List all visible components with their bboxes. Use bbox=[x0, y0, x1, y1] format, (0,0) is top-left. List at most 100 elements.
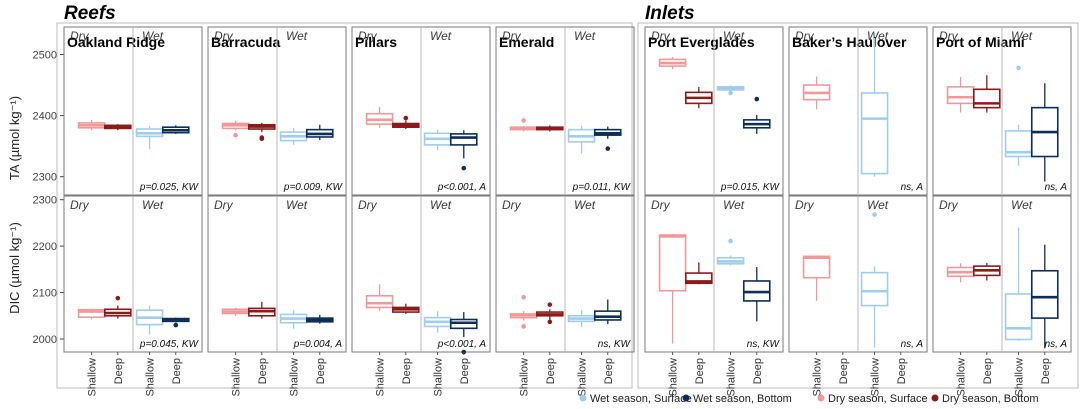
y-tick-label: 2500 bbox=[33, 49, 57, 61]
x-tick-label: Deep bbox=[694, 358, 706, 384]
box-baker-s-haulover-dic-0 bbox=[802, 255, 831, 301]
outlier-point bbox=[521, 118, 526, 123]
stat-annotation: p=0.045, KW bbox=[139, 339, 200, 350]
x-tick-label: Deep bbox=[459, 358, 471, 384]
box-pillars-ta-3 bbox=[449, 130, 478, 171]
box-port-everglades-ta-0 bbox=[658, 56, 687, 70]
box-emerald-dic-1 bbox=[536, 302, 564, 325]
season-label-dry: Dry bbox=[358, 198, 378, 212]
box-body bbox=[1004, 293, 1033, 341]
outlier-point bbox=[728, 238, 733, 244]
box-barracuda-dic-2 bbox=[279, 310, 308, 329]
box-port-everglades-ta-1 bbox=[685, 86, 713, 109]
box-port-of-miami-dic-0 bbox=[946, 263, 975, 283]
season-label-dry: Dry bbox=[795, 198, 815, 212]
box-emerald-ta-3 bbox=[593, 126, 622, 151]
box-port-everglades-dic-2 bbox=[716, 238, 745, 266]
outlier-point bbox=[233, 132, 238, 138]
box-pillars-dic-1 bbox=[392, 303, 420, 314]
box-barracuda-dic-3 bbox=[305, 314, 334, 324]
box-emerald-ta-2 bbox=[567, 125, 596, 154]
season-label-wet: Wet bbox=[574, 29, 596, 43]
site-title-baker-s-haulover: Baker’s Haulover bbox=[792, 34, 907, 50]
season-label-dry: Dry bbox=[214, 29, 234, 43]
outlier-point bbox=[728, 90, 733, 96]
season-label-dry: Dry bbox=[358, 29, 378, 43]
x-tick-label: Shallow bbox=[519, 358, 531, 397]
inlets-group-frame bbox=[637, 22, 1079, 389]
season-label-dry: Dry bbox=[70, 198, 90, 212]
season-label-dry: Dry bbox=[651, 29, 671, 43]
season-label-dry: Dry bbox=[939, 198, 959, 212]
box-oakland-ridge-dic-3 bbox=[161, 317, 190, 328]
box-oakland-ridge-dic-1 bbox=[104, 295, 132, 319]
box-body bbox=[365, 295, 394, 309]
season-label-dry: Dry bbox=[70, 29, 90, 43]
box-barracuda-ta-0 bbox=[221, 121, 250, 138]
outlier-point bbox=[1016, 65, 1021, 71]
outlier-point bbox=[605, 146, 611, 151]
y-axis-label-ta: TA (µmol kg⁻¹) bbox=[7, 96, 22, 180]
box-barracuda-ta-1 bbox=[248, 122, 276, 142]
legend-item-wet-season-surface: Wet season, Surface bbox=[579, 393, 692, 405]
site-title-port-of-miami: Port of Miami bbox=[936, 34, 1025, 50]
box-pillars-ta-0 bbox=[365, 107, 394, 128]
box-oakland-ridge-ta-3 bbox=[161, 125, 190, 134]
stat-annotation: p=0.015, KW bbox=[720, 182, 781, 193]
stat-annotation: ns, KW bbox=[747, 339, 781, 350]
stat-annotation: ns, A bbox=[901, 339, 924, 350]
box-baker-s-haulover-ta-2 bbox=[860, 37, 889, 177]
site-title-emerald: Emerald bbox=[499, 34, 554, 50]
season-label-wet: Wet bbox=[286, 29, 308, 43]
x-tick-label: Shallow bbox=[1014, 358, 1026, 397]
box-barracuda-ta-3 bbox=[305, 124, 334, 141]
legend-swatch bbox=[682, 394, 690, 402]
x-tick-label: Shallow bbox=[375, 358, 387, 397]
reefs-group-frame bbox=[56, 22, 633, 389]
box-body bbox=[860, 92, 889, 175]
box-oakland-ridge-dic-2 bbox=[135, 305, 164, 335]
x-tick-label: Deep bbox=[113, 358, 125, 384]
box-pillars-ta-2 bbox=[423, 129, 452, 151]
box-body bbox=[973, 88, 1001, 109]
legend-label: Dry season, Surface bbox=[828, 393, 928, 405]
y-axis-label-dic: DIC (µmol kg⁻¹) bbox=[7, 222, 22, 314]
outlier-point bbox=[115, 295, 121, 301]
box-emerald-dic-0 bbox=[509, 294, 538, 329]
box-body bbox=[860, 271, 889, 307]
x-tick-label: Shallow bbox=[87, 358, 99, 397]
box-port-everglades-dic-0 bbox=[658, 234, 687, 344]
site-title-barracuda: Barracuda bbox=[211, 34, 280, 50]
outlier-point bbox=[547, 319, 553, 325]
box-pillars-ta-1 bbox=[392, 115, 420, 130]
box-port-of-miami-dic-1 bbox=[973, 262, 1001, 281]
x-tick-label: Deep bbox=[603, 358, 615, 384]
x-tick-label: Shallow bbox=[433, 358, 445, 397]
site-title-port-everglades: Port Everglades bbox=[648, 34, 755, 50]
stat-annotation: p<0.001, A bbox=[437, 339, 487, 350]
legend-swatch bbox=[579, 394, 587, 402]
stat-annotation: p<0.001, A bbox=[437, 182, 487, 193]
season-label-wet: Wet bbox=[574, 198, 596, 212]
box-oakland-ridge-ta-2 bbox=[135, 125, 164, 150]
season-label-wet: Wet bbox=[142, 198, 164, 212]
box-baker-s-haulover-dic-2 bbox=[860, 212, 889, 348]
panels-layer: 2300 2400 2500 2000 2100 2200 2300 Oakland Ridg… bbox=[33, 26, 1072, 397]
legend-label: Wet season, Surface bbox=[590, 393, 692, 405]
season-label-wet: Wet bbox=[142, 29, 164, 43]
box-body bbox=[946, 86, 975, 105]
legend-item-wet-season-bottom: Wet season, Bottom bbox=[682, 393, 792, 405]
stat-annotation: p=0.011, KW bbox=[572, 182, 632, 193]
box-pillars-dic-0 bbox=[365, 284, 394, 312]
x-tick-label: Deep bbox=[257, 358, 269, 384]
season-label-dry: Dry bbox=[502, 198, 522, 212]
season-label-wet: Wet bbox=[1011, 198, 1033, 212]
season-label-wet: Wet bbox=[1011, 29, 1033, 43]
box-emerald-dic-3 bbox=[593, 299, 622, 325]
outlier-point bbox=[754, 96, 760, 102]
y-tick-label: 2200 bbox=[33, 241, 57, 253]
season-label-wet: Wet bbox=[286, 198, 308, 212]
outlier-point bbox=[259, 136, 265, 142]
x-tick-label: Deep bbox=[1040, 358, 1052, 384]
